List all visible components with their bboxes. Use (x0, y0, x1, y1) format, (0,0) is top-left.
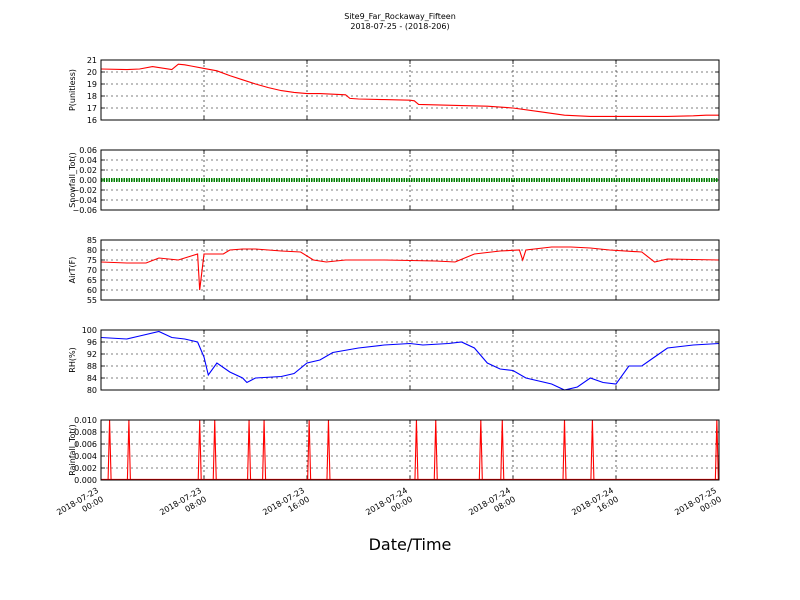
y-tick-label: 0.002 (74, 464, 97, 473)
y-tick-label: 55 (87, 296, 97, 305)
y-axis-label: RH(%) (68, 347, 77, 372)
y-tick-label: 0.06 (79, 146, 97, 155)
panel-2: −0.06−0.04−0.020.000.020.040.06Snowfall_… (68, 146, 720, 215)
rain-spike (590, 419, 595, 481)
x-tick-label: 2018-07-2416:00 (570, 486, 620, 526)
y-tick-label: 0.008 (74, 428, 97, 437)
y-tick-label: −0.04 (72, 196, 97, 205)
y-tick-label: 0.04 (79, 156, 97, 165)
y-tick-label: 80 (87, 386, 97, 395)
y-tick-label: 85 (87, 236, 97, 245)
rain-spike (107, 419, 112, 481)
y-tick-label: 16 (87, 116, 97, 125)
x-axis-label: Date/Time (369, 535, 452, 554)
panel-frame (100, 149, 720, 211)
rain-spike (247, 419, 252, 481)
rain-spike (478, 419, 483, 481)
y-tick-label: 0.000 (74, 476, 97, 485)
chart-title: Site9_Far_Rockaway_Fifteen (344, 12, 456, 21)
panel-4: 80 84 88 92 96 100 RH(%) (68, 326, 720, 395)
y-tick-label: 96 (87, 338, 97, 347)
y-tick-label: 75 (87, 256, 97, 265)
y-tick-label: 17 (87, 104, 97, 113)
rain-spike (126, 419, 131, 481)
y-tick-label: 70 (87, 266, 97, 275)
rain-spike (562, 419, 567, 481)
rain-spike (262, 419, 267, 481)
series-line (100, 330, 720, 391)
y-tick-label: 65 (87, 276, 97, 285)
x-tick-label: 2018-07-2500:00 (673, 486, 723, 526)
x-axis-tick-labels: 2018-07-2300:00 2018-07-2308:00 2018-07-23… (55, 486, 723, 526)
y-tick-label: 20 (87, 68, 97, 77)
y-tick-label: 21 (87, 56, 97, 65)
series-line (100, 246, 720, 291)
panel-5: 0.000 0.002 0.004 0.006 0.008 0.010Rainfall_T… (68, 416, 720, 485)
chart-panels: 161718192021P(unitless)−0.06−0.04−0.020.… (68, 56, 720, 485)
y-tick-label: 0.00 (79, 176, 97, 185)
y-tick-label: 88 (87, 362, 97, 371)
y-tick-label: 0.004 (74, 452, 97, 461)
y-tick-label: −0.06 (72, 206, 97, 215)
rain-spike (307, 419, 312, 481)
rain-spike (433, 419, 438, 481)
y-tick-label: 100 (82, 326, 97, 335)
y-axis-label: P(unitless) (68, 69, 77, 111)
x-tick-label: 2018-07-2308:00 (158, 486, 208, 526)
rain-spike (197, 419, 202, 481)
panel-frame (100, 419, 720, 481)
y-tick-label: 84 (87, 374, 97, 383)
x-tick-label: 2018-07-2408:00 (467, 486, 517, 526)
y-axis-label: AirT(F) (68, 257, 77, 284)
rain-spike (326, 419, 331, 481)
y-axis-label: Snowfall_Tot() (68, 152, 77, 208)
rain-spike (500, 419, 505, 481)
rain-spike (714, 419, 719, 481)
y-tick-label: 92 (87, 350, 97, 359)
x-tick-label: 2018-07-2300:00 (55, 486, 105, 526)
y-tick-label: 19 (87, 80, 97, 89)
panel-frame (100, 329, 720, 391)
y-tick-label: 18 (87, 92, 97, 101)
y-tick-label: 0.006 (74, 440, 97, 449)
rain-spike (414, 419, 419, 481)
panel-1: 16 17 18 19 20 21 P(unitless) (68, 56, 720, 125)
y-tick-label: 80 (87, 246, 97, 255)
x-tick-label: 2018-07-2316:00 (261, 486, 311, 526)
rain-spike (212, 419, 217, 481)
y-tick-label: 0.02 (79, 166, 97, 175)
series-line (100, 63, 719, 117)
y-tick-label: −0.02 (72, 186, 97, 195)
y-tick-label: 60 (87, 286, 97, 295)
panel-frame (100, 239, 720, 301)
x-tick-label: 2018-07-2400:00 (364, 486, 414, 526)
panel-frame (100, 59, 720, 121)
y-tick-label: 0.010 (74, 416, 97, 425)
chart-subtitle: 2018-07-25 - (2018-206) (350, 22, 449, 31)
y-axis-label: Rainfall_Tot() (68, 424, 77, 476)
